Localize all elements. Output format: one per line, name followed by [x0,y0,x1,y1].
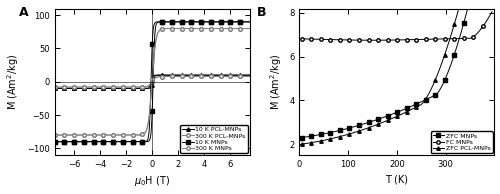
Line: FC MNPs: FC MNPs [300,10,494,42]
300 K MNPs [166,27,172,30]
ZFC MNPs [299,136,305,139]
10 K PCL-MNPs [182,74,188,76]
300 K MNPs [182,27,188,30]
300 K PCL-MNPs [86,86,92,88]
10 K PCL-MNPs [140,87,146,90]
Line: ZFC PCL-MNPs: ZFC PCL-MNPs [300,0,494,146]
ZFC MNPs [412,103,418,106]
300 K PCL-MNPs [198,75,204,78]
ZFC PCL-MNPs [299,143,305,145]
10 K MNPs [102,140,107,143]
FC MNPs [390,39,396,41]
10 K MNPs [166,21,172,23]
10 K PCL-MNPs [198,74,204,76]
FC MNPs [412,38,418,41]
300 K PCL-MNPs [246,75,252,78]
10 K MNPs [198,21,204,23]
FC MNPs [390,39,396,41]
300 K MNPs [220,27,226,30]
ZFC MNPs [402,108,407,110]
Text: B: B [256,6,266,19]
ZFC PCL-MNPs [402,112,407,114]
ZFC MNPs [454,43,460,45]
ZFC MNPs [389,113,395,115]
10 K PCL-MNPs [166,74,172,76]
FC MNPs [402,39,408,41]
Line: 300 K MNPs: 300 K MNPs [53,27,252,137]
10 K PCL-MNPs [102,87,107,90]
10 K MNPs [86,140,92,143]
ZFC PCL-MNPs [389,117,395,120]
Legend: 10 K PCL-MNPs, 300 K PCL-MNPs, 10 K MNPs, 300 K MNPs: 10 K PCL-MNPs, 300 K PCL-MNPs, 10 K MNPs… [180,125,248,153]
300 K MNPs [52,134,58,136]
10 K MNPs [140,140,146,143]
300 K MNPs [246,27,252,30]
300 K MNPs [102,134,107,136]
10 K MNPs [181,21,187,23]
X-axis label: T (K): T (K) [386,174,408,184]
10 K MNPs [182,21,188,23]
Y-axis label: M (Am$^2$/kg): M (Am$^2$/kg) [6,54,22,110]
ZFC PCL-MNPs [454,11,460,14]
FC MNPs [370,39,376,41]
FC MNPs [299,38,305,40]
Line: 300 K PCL-MNPs: 300 K PCL-MNPs [53,75,252,89]
Line: ZFC MNPs: ZFC MNPs [300,0,494,139]
Line: 10 K PCL-MNPs: 10 K PCL-MNPs [53,73,252,90]
300 K PCL-MNPs [52,86,58,88]
Text: A: A [20,6,29,19]
300 K PCL-MNPs [182,75,188,78]
300 K PCL-MNPs [140,86,146,88]
Line: 10 K MNPs: 10 K MNPs [53,20,252,143]
FC MNPs [489,11,495,13]
10 K MNPs [52,140,58,143]
10 K PCL-MNPs [246,74,252,76]
ZFC MNPs [390,113,396,115]
Legend: ZFC MNPs, FC MNPs, ZFC PCL-MNPs: ZFC MNPs, FC MNPs, ZFC PCL-MNPs [431,131,492,153]
10 K PCL-MNPs [86,87,92,90]
Y-axis label: M (Am$^2$/kg): M (Am$^2$/kg) [268,54,283,110]
300 K MNPs [198,27,204,30]
300 K MNPs [86,134,92,136]
ZFC PCL-MNPs [412,107,418,109]
ZFC PCL-MNPs [390,117,396,119]
10 K PCL-MNPs [52,87,58,90]
FC MNPs [455,37,461,40]
300 K MNPs [140,133,146,136]
300 K PCL-MNPs [102,86,107,88]
300 K PCL-MNPs [220,75,226,78]
FC MNPs [485,18,491,20]
X-axis label: $\mu_0$H (T): $\mu_0$H (T) [134,174,170,188]
300 K PCL-MNPs [166,75,172,78]
10 K PCL-MNPs [181,74,187,76]
10 K MNPs [246,21,252,23]
